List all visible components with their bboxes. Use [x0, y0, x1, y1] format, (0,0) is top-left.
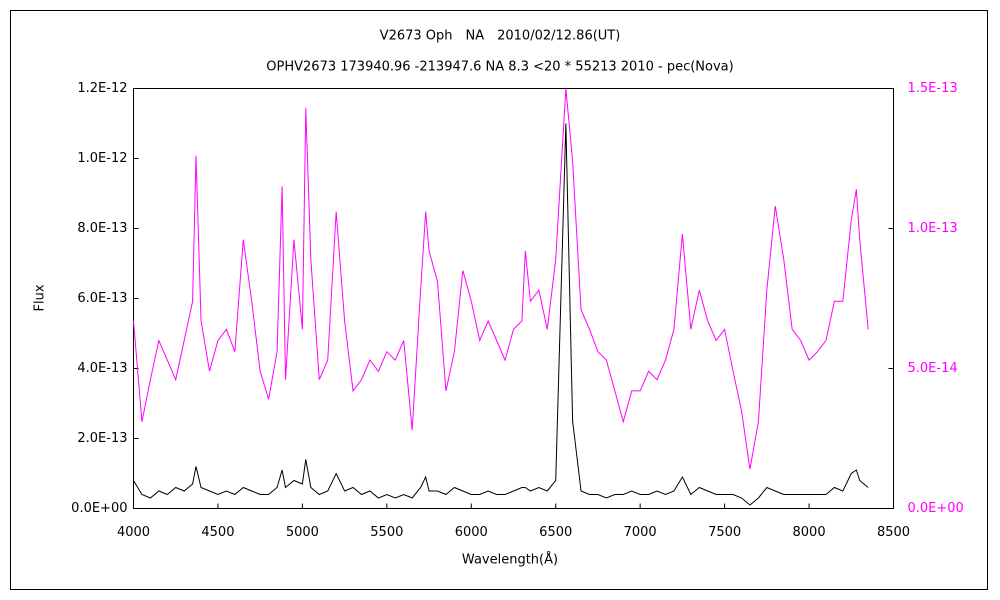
y-tick-label: 8.0E-13 [77, 221, 127, 236]
y2-tick-label: 0.0E+00 [908, 501, 964, 516]
y-tick-label: 4.0E-13 [77, 361, 127, 376]
x-axis-label: Wavelength(Å) [462, 552, 558, 568]
y2-tick-label: 5.0E-14 [908, 361, 958, 376]
y-tick-label: 1.0E-12 [77, 151, 127, 166]
y-tick-label: 0.0E+00 [71, 501, 127, 516]
x-tick-label: 6000 [455, 525, 488, 540]
chart-subtitle: OPHV2673 173940.96 -213947.6 NA 8.3 <20 … [266, 60, 733, 75]
y-tick-label: 2.0E-13 [77, 431, 127, 446]
x-tick-label: 7000 [624, 525, 657, 540]
x-tick-label: 7500 [708, 525, 741, 540]
y2-tick-label: 1.0E-13 [908, 221, 958, 236]
series-line [133, 123, 869, 506]
x-tick-label: 8000 [793, 525, 826, 540]
x-tick-label: 8500 [877, 525, 910, 540]
chart-title: V2673 Oph NA 2010/02/12.86(UT) [380, 29, 621, 44]
series-line [133, 88, 869, 470]
chart-border [10, 10, 988, 590]
x-tick-label: 4000 [117, 525, 150, 540]
x-tick-label: 6500 [539, 525, 572, 540]
y-axis-label: Flux [33, 284, 48, 311]
plot-area [133, 88, 894, 509]
y2-tick-label: 1.5E-13 [908, 81, 958, 96]
x-tick-label: 5500 [370, 525, 403, 540]
x-tick-label: 5000 [286, 525, 319, 540]
y-tick-label: 6.0E-13 [77, 291, 127, 306]
x-tick-label: 4500 [201, 525, 234, 540]
y-tick-label: 1.2E-12 [77, 81, 127, 96]
